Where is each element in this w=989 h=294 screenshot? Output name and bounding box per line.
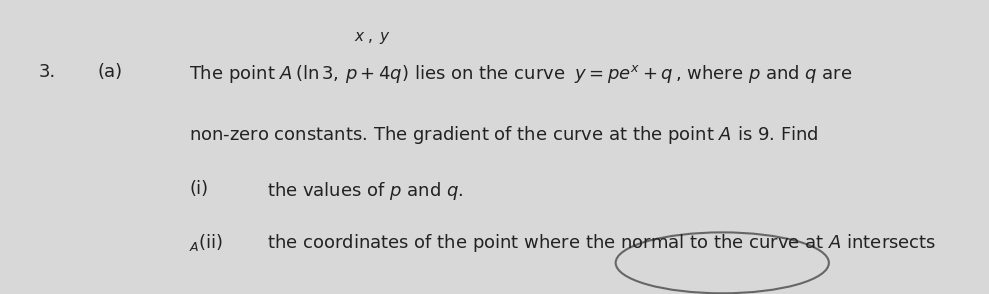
Text: 3.: 3. <box>39 63 56 81</box>
Text: the values of $p$ and $q$.: the values of $p$ and $q$. <box>267 180 463 202</box>
Text: non-zero constants. The gradient of the curve at the point $A$ is 9. Find: non-zero constants. The gradient of the … <box>189 123 819 146</box>
Text: (a): (a) <box>97 63 123 81</box>
Text: the coordinates of the point where the normal to the curve at $A$ intersects: the coordinates of the point where the n… <box>267 232 936 254</box>
Text: $x\;,\;y$: $x\;,\;y$ <box>354 30 391 46</box>
Text: The point $A\,(\ln 3,\, p+4q)$ lies on the curve $\;y = pe^{x}+q\,$, where $p$ a: The point $A\,(\ln 3,\, p+4q)$ lies on t… <box>189 63 853 85</box>
Text: $\!\!_A$(ii): $\!\!_A$(ii) <box>189 232 224 253</box>
Text: (i): (i) <box>189 180 209 198</box>
